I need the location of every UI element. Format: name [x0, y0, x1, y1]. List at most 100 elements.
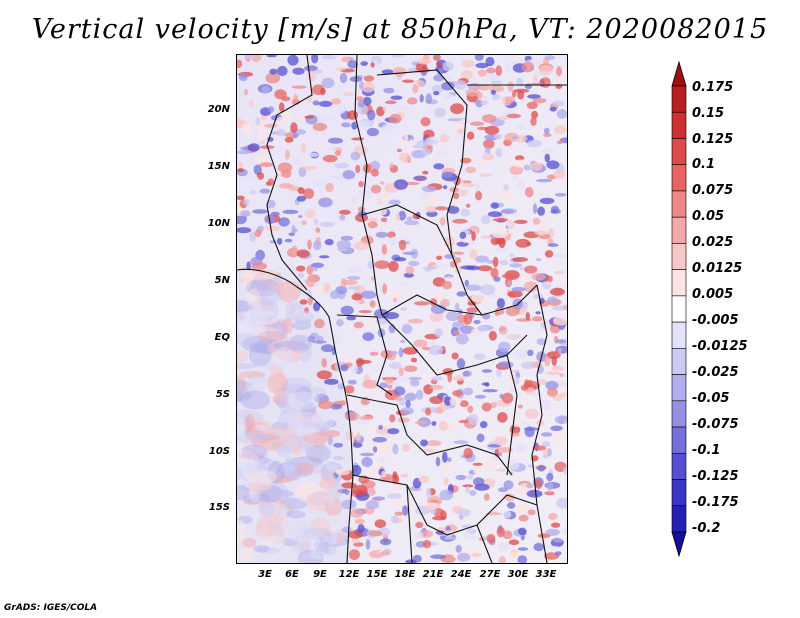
- velocity-blob: [351, 293, 363, 301]
- velocity-blob: [368, 530, 383, 537]
- velocity-blob: [538, 218, 551, 229]
- velocity-blob: [320, 471, 337, 492]
- velocity-blob: [358, 181, 364, 188]
- velocity-blob: [344, 385, 355, 394]
- velocity-blob: [556, 497, 567, 509]
- velocity-blob: [525, 312, 530, 321]
- velocity-blob: [495, 65, 502, 76]
- velocity-blob: [330, 290, 340, 299]
- velocity-blob: [249, 298, 279, 322]
- velocity-blob: [507, 280, 512, 287]
- velocity-blob: [526, 139, 542, 148]
- velocity-blob: [335, 285, 348, 295]
- velocity-blob: [515, 124, 526, 130]
- velocity-blob: [474, 394, 486, 399]
- velocity-blob: [255, 117, 261, 126]
- velocity-blob: [341, 499, 357, 510]
- velocity-blob: [392, 471, 398, 481]
- velocity-blob: [347, 285, 361, 290]
- velocity-blob: [264, 225, 281, 232]
- velocity-blob: [367, 109, 376, 121]
- velocity-blob: [284, 136, 294, 143]
- velocity-blob: [483, 139, 495, 149]
- velocity-blob: [553, 315, 567, 326]
- velocity-blob: [556, 76, 564, 86]
- border-line: [361, 204, 453, 256]
- velocity-blob: [370, 62, 375, 68]
- velocity-blob: [324, 498, 343, 516]
- velocity-blob: [343, 92, 355, 96]
- velocity-blob: [297, 549, 324, 563]
- velocity-blob: [237, 315, 243, 324]
- velocity-blob: [379, 456, 385, 463]
- velocity-blob: [318, 197, 333, 208]
- velocity-blob: [496, 298, 505, 309]
- velocity-blob: [259, 188, 271, 194]
- velocity-blob: [457, 128, 465, 135]
- velocity-blob: [271, 282, 305, 292]
- velocity-blob: [473, 320, 481, 324]
- velocity-blob: [363, 75, 375, 82]
- velocity-blob: [525, 387, 536, 395]
- velocity-blob: [276, 237, 283, 245]
- velocity-blob: [531, 162, 543, 171]
- velocity-blob: [545, 320, 551, 332]
- velocity-blob: [363, 96, 372, 106]
- velocity-blob: [306, 444, 331, 463]
- velocity-blob: [501, 273, 517, 279]
- velocity-blob: [304, 407, 337, 430]
- velocity-blob: [402, 347, 418, 355]
- velocity-blob: [237, 277, 253, 284]
- velocity-blob: [304, 209, 316, 219]
- lat-tick-label: 5N: [214, 275, 230, 286]
- velocity-blob: [495, 468, 507, 472]
- velocity-blob: [524, 265, 538, 274]
- velocity-blob: [550, 205, 560, 212]
- velocity-blob: [255, 423, 272, 432]
- velocity-blob: [312, 122, 328, 132]
- velocity-blob: [237, 485, 250, 501]
- velocity-blob: [425, 407, 432, 416]
- velocity-blob: [237, 150, 251, 155]
- velocity-blob: [334, 150, 341, 156]
- velocity-blob: [280, 547, 300, 556]
- velocity-blob: [267, 339, 302, 358]
- velocity-blob: [244, 55, 254, 59]
- velocity-blob: [379, 181, 385, 185]
- velocity-blob: [283, 356, 300, 363]
- velocity-blob: [511, 136, 520, 140]
- colorbar-arrow-top: [671, 60, 687, 87]
- velocity-blob: [297, 535, 312, 552]
- velocity-blob: [532, 203, 538, 215]
- velocity-blob: [312, 100, 320, 106]
- velocity-blob: [254, 315, 279, 324]
- velocity-blob: [360, 452, 375, 457]
- velocity-blob: [544, 250, 554, 258]
- velocity-blob: [346, 315, 357, 321]
- velocity-blob: [278, 102, 285, 112]
- colorbar-label: -0.005: [692, 313, 739, 328]
- velocity-blob: [296, 426, 313, 451]
- velocity-blob: [465, 141, 473, 145]
- velocity-blob: [441, 81, 455, 91]
- velocity-blob: [326, 493, 335, 506]
- velocity-blob: [481, 325, 488, 332]
- velocity-blob: [237, 300, 248, 321]
- velocity-blob: [253, 303, 263, 316]
- velocity-blob: [405, 559, 417, 563]
- velocity-blob: [402, 251, 416, 255]
- velocity-blob: [267, 373, 289, 395]
- velocity-blob: [280, 397, 289, 415]
- velocity-blob: [415, 62, 428, 72]
- velocity-blob: [553, 125, 567, 134]
- velocity-blob: [404, 220, 419, 226]
- velocity-blob: [295, 481, 323, 504]
- velocity-blob: [279, 518, 305, 530]
- velocity-blob: [308, 152, 319, 158]
- velocity-blob: [444, 76, 454, 81]
- velocity-blob: [243, 269, 252, 290]
- velocity-blob: [474, 55, 484, 61]
- border-line: [381, 284, 538, 316]
- velocity-blob: [527, 509, 536, 516]
